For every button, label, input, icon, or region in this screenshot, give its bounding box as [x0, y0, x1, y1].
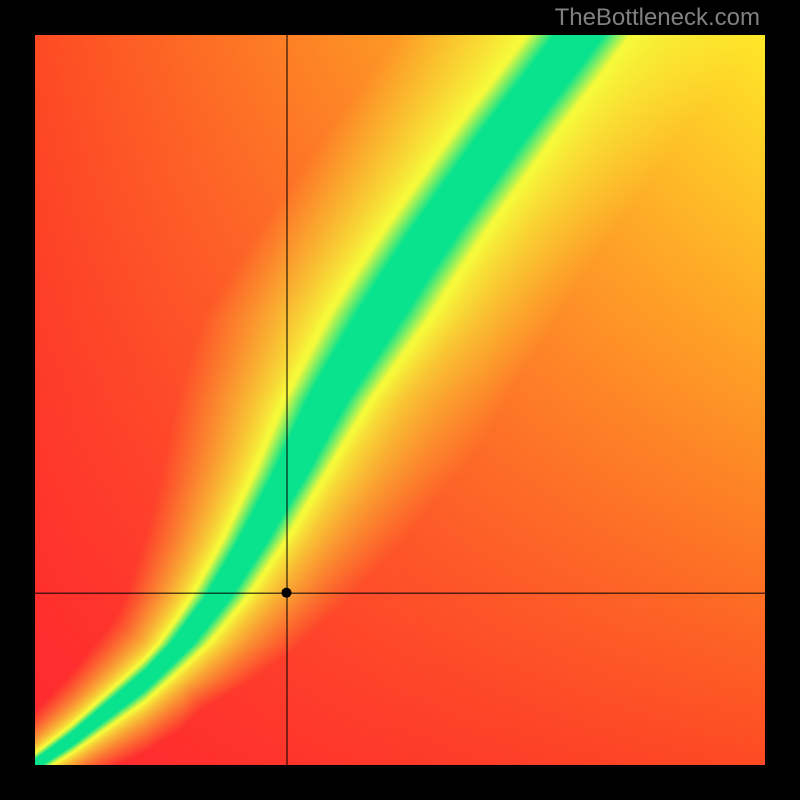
watermark-text: TheBottleneck.com [555, 4, 760, 32]
heatmap-canvas [35, 35, 765, 765]
heatmap-plot [35, 35, 765, 765]
chart-container: TheBottleneck.com [0, 0, 800, 800]
